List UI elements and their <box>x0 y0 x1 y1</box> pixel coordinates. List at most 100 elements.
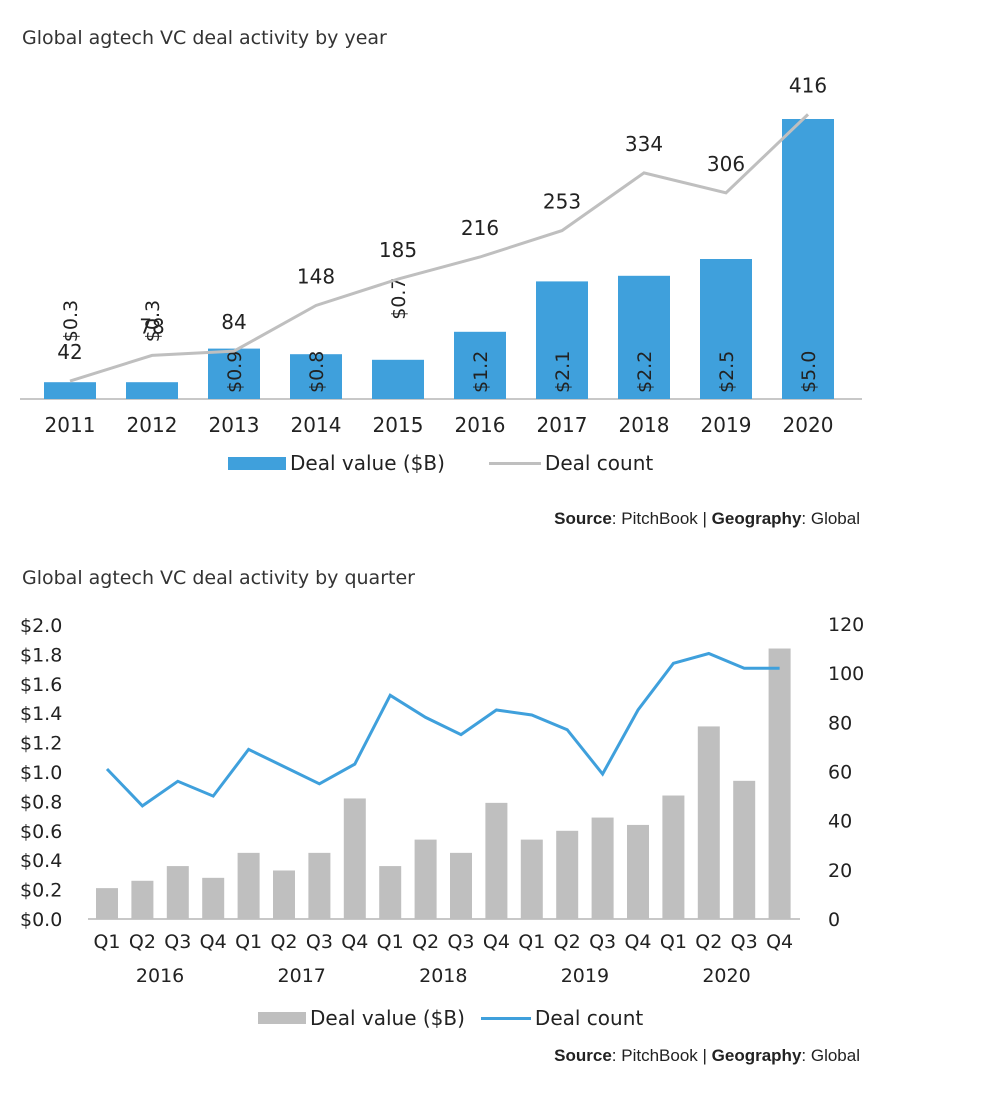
quarterly-legend-count-label: Deal count <box>534 1006 644 1030</box>
annual-bar <box>126 382 178 399</box>
annual-legend: Deal value ($B) Deal count <box>228 451 653 475</box>
annual-category-label: 2014 <box>291 413 342 437</box>
annual-chart: $0.3 2011 $0.3 2012 $0.9 2013 $0.8 2014 $0.7 2015… <box>20 73 862 437</box>
annual-category-label: 2018 <box>619 413 670 437</box>
annual-legend-line-swatch <box>488 461 541 465</box>
annual-category-label: 2013 <box>209 413 260 437</box>
quarterly-bar <box>202 877 225 919</box>
annual-deal-count-label: 253 <box>543 190 581 214</box>
quarterly-left-tick-label: $1.2 <box>20 733 62 755</box>
annual-deal-count-label: 416 <box>789 73 827 97</box>
annual-deal-count-label: 334 <box>625 132 663 156</box>
quarterly-year-label: 2019 <box>561 965 609 987</box>
annual-deal-count-label: 185 <box>379 238 417 262</box>
annual-bar-value-label: $0.3 <box>142 300 164 342</box>
annual-geo-value: : Global <box>801 509 860 528</box>
quarterly-legend: Deal value ($B) Deal count <box>258 1006 643 1030</box>
annual-bar <box>782 119 834 399</box>
quarterly-legend-bar-swatch <box>258 1012 306 1024</box>
quarterly-right-tick-label: 80 <box>828 712 852 734</box>
annual-source-label: Source <box>554 509 612 528</box>
quarterly-bar <box>556 830 579 919</box>
quarterly-bar <box>237 852 260 919</box>
quarterly-bar <box>627 824 649 919</box>
quarterly-right-tick-label: 100 <box>828 663 864 685</box>
quarterly-source-value: : PitchBook | <box>611 1046 712 1065</box>
annual-deal-count-label: 148 <box>297 264 335 288</box>
annual-deal-count-line <box>69 113 810 383</box>
annual-bar-value-label: $2.2 <box>634 351 656 393</box>
annual-bar-value-label: $0.9 <box>224 351 246 393</box>
quarterly-geo-value: : Global <box>801 1046 860 1065</box>
annual-bar <box>536 281 588 399</box>
quarterly-deal-count-line <box>105 651 780 808</box>
annual-bar <box>372 359 424 399</box>
quarterly-year-label: 2016 <box>136 965 184 987</box>
quarterly-quarter-label: Q2 <box>554 931 581 953</box>
annual-bar <box>290 354 342 399</box>
quarterly-right-tick-label: 60 <box>828 762 852 784</box>
quarterly-quarter-label: Q3 <box>589 931 616 953</box>
quarterly-source-note: Source: PitchBook | Geography: Global <box>554 1046 860 1066</box>
quarterly-left-tick-label: $1.8 <box>20 644 62 666</box>
annual-bar <box>618 275 670 399</box>
quarterly-right-tick-label: 120 <box>828 614 864 636</box>
annual-deal-count-label: 216 <box>461 216 499 240</box>
quarterly-quarter-label: Q2 <box>129 931 156 953</box>
quarterly-bar <box>662 795 685 919</box>
quarterly-quarter-label: Q2 <box>412 931 439 953</box>
quarterly-quarter-label: Q3 <box>164 931 191 953</box>
quarterly-quarter-label: Q1 <box>235 931 262 953</box>
annual-bar-value-label: $0.7 <box>388 277 410 319</box>
annual-bar-value-label: $1.2 <box>470 351 492 393</box>
quarterly-bar <box>450 852 472 919</box>
quarterly-left-tick-label: $0.2 <box>20 880 62 902</box>
quarterly-bar <box>591 817 614 919</box>
quarterly-year-label: 2018 <box>419 965 467 987</box>
quarterly-legend-line-swatch <box>480 1016 531 1020</box>
quarterly-bar <box>379 866 402 919</box>
annual-legend-count-label: Deal count <box>544 451 654 475</box>
quarterly-left-tick-label: $0.4 <box>20 850 62 872</box>
quarterly-quarter-label: Q4 <box>483 931 510 953</box>
quarterly-source-label: Source <box>554 1046 612 1065</box>
quarterly-bar <box>131 880 154 919</box>
quarterly-bar <box>733 780 756 919</box>
annual-bar-value-label: $0.3 <box>60 300 82 342</box>
quarterly-left-tick-label: $1.4 <box>20 703 62 725</box>
quarterly-bar <box>768 648 791 919</box>
quarterly-right-tick-label: 0 <box>828 909 840 931</box>
quarterly-quarter-label: Q3 <box>731 931 758 953</box>
annual-source-note: Source: PitchBook | Geography: Global <box>554 509 860 529</box>
annual-legend-value-label: Deal value ($B) <box>290 451 445 475</box>
annual-bar-value-label: $2.1 <box>552 351 574 393</box>
quarterly-chart-title: Global agtech VC deal activity by quarte… <box>22 567 415 589</box>
quarterly-bar <box>414 839 437 919</box>
quarterly-quarter-label: Q2 <box>695 931 722 953</box>
annual-deal-count-label: 78 <box>139 314 164 338</box>
quarterly-bar <box>273 870 295 919</box>
annual-category-label: 2015 <box>373 413 424 437</box>
quarterly-geo-label: Geography <box>711 1046 802 1065</box>
quarterly-quarter-label: Q3 <box>447 931 474 953</box>
quarterly-left-tick-label: $0.6 <box>20 821 62 843</box>
annual-deal-count-label: 306 <box>707 152 745 176</box>
annual-bar-value-label: $2.5 <box>716 351 738 393</box>
quarterly-left-tick-label: $0.0 <box>20 909 62 931</box>
quarterly-left-tick-label: $0.8 <box>20 791 62 813</box>
annual-bar <box>208 348 260 399</box>
annual-category-label: 2017 <box>537 413 588 437</box>
annual-category-label: 2011 <box>45 413 96 437</box>
quarterly-quarter-label: Q1 <box>660 931 687 953</box>
quarterly-bar <box>485 802 508 919</box>
quarterly-quarter-label: Q4 <box>624 931 651 953</box>
annual-source-value: : PitchBook | <box>611 509 712 528</box>
annual-bar-value-label: $0.8 <box>306 351 328 393</box>
quarterly-bar <box>520 839 543 919</box>
quarterly-quarter-label: Q4 <box>341 931 368 953</box>
quarterly-bar <box>96 888 118 919</box>
annual-category-label: 2012 <box>127 413 178 437</box>
quarterly-bar <box>697 726 720 919</box>
quarterly-quarter-label: Q1 <box>93 931 120 953</box>
quarterly-year-label: 2020 <box>702 965 750 987</box>
